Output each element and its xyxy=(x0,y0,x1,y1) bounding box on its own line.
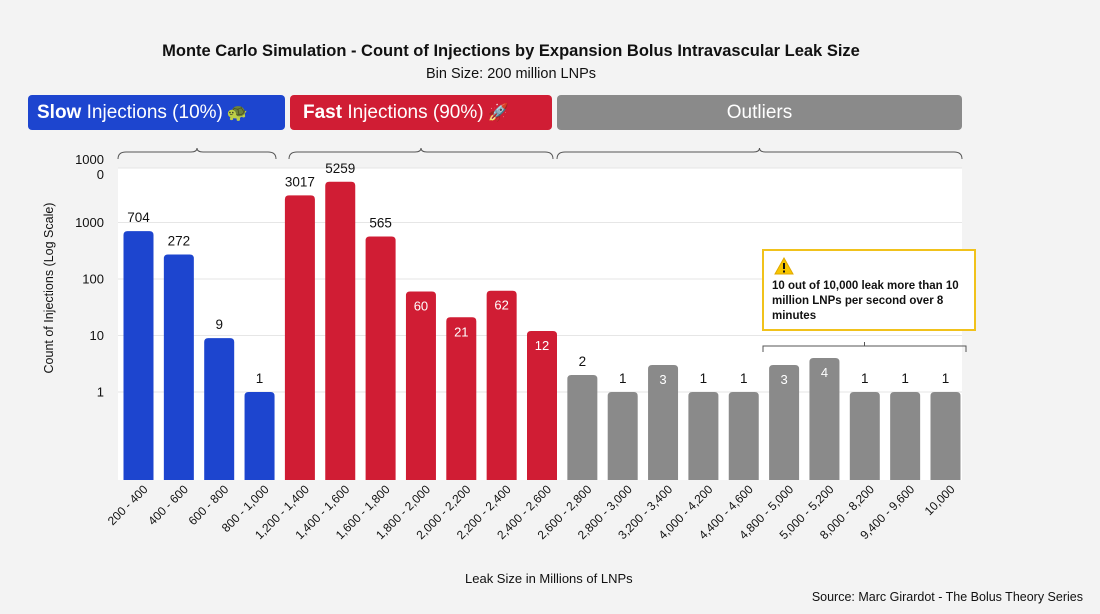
bar xyxy=(567,374,598,480)
bar xyxy=(204,338,235,480)
bar-value-label: 1 xyxy=(256,371,264,386)
bar-value-label: 5259 xyxy=(325,161,355,176)
bar-value-label: 1 xyxy=(861,371,869,386)
bar-value-label: 9 xyxy=(215,317,223,332)
source-note: Source: Marc Girardot - The Bolus Theory… xyxy=(811,590,1083,604)
turtle-icon: 🐢 xyxy=(226,103,249,122)
callout-bracket xyxy=(762,342,967,352)
legend-fast-strong: Fast xyxy=(303,102,343,123)
bar-value-label: 1 xyxy=(700,371,708,386)
bar xyxy=(244,392,275,480)
chart-subtitle: Bin Size: 200 million LNPs xyxy=(425,66,597,82)
bar xyxy=(405,291,436,480)
bar xyxy=(890,392,921,480)
bar-value-label: 565 xyxy=(369,216,392,231)
bar xyxy=(688,392,719,480)
y-tick-label-top: 0 xyxy=(97,167,104,182)
bar-value-label: 4 xyxy=(821,365,828,380)
bar-value-label: 1 xyxy=(901,371,909,386)
bar xyxy=(284,195,315,480)
bar-value-label: 3 xyxy=(659,372,666,387)
y-tick-label-top: 1000 xyxy=(75,152,104,167)
legend-slow-text: Injections (10%) xyxy=(81,102,223,123)
bar-value-label: 1 xyxy=(619,371,627,386)
bar-value-label: 3 xyxy=(780,372,787,387)
legend-outliers-text: Outliers xyxy=(726,102,793,123)
bar xyxy=(728,392,759,480)
bar-value-label: 62 xyxy=(494,298,508,313)
rocket-icon: 🚀 xyxy=(487,103,509,122)
legend-slow-strong: Slow xyxy=(37,102,82,123)
bar-value-label: 2 xyxy=(579,354,587,369)
bar-value-label: 272 xyxy=(168,233,191,248)
bar xyxy=(486,290,517,480)
bar xyxy=(325,181,356,480)
x-tick-label: 200 - 400 xyxy=(105,482,151,528)
legend-slow-injections: Slow Injections (10%) 🐢 xyxy=(28,95,285,130)
bar xyxy=(648,365,679,480)
group-brace-fast xyxy=(288,147,554,160)
legend-outliers: Outliers xyxy=(557,95,962,130)
y-tick-label: 1 xyxy=(97,385,104,400)
bar xyxy=(809,357,840,480)
y-tick-label: 10 xyxy=(90,328,104,343)
bar xyxy=(769,365,800,480)
x-axis-label: Leak Size in Millions of LNPs xyxy=(465,571,633,586)
bar xyxy=(930,392,961,480)
warning-icon xyxy=(774,257,794,275)
bar xyxy=(163,254,194,480)
bar-value-label: 704 xyxy=(127,210,150,225)
y-tick-label: 1000 xyxy=(75,215,104,230)
group-brace-outlier xyxy=(556,147,963,160)
bar xyxy=(849,392,880,480)
x-tick-label: 400 - 600 xyxy=(145,482,191,528)
bar xyxy=(446,317,477,480)
bar xyxy=(607,392,638,480)
bar-value-label: 3017 xyxy=(285,174,315,189)
bar-value-label: 60 xyxy=(414,299,428,314)
legend-fast-injections: Fast Injections (90%) 🚀 xyxy=(290,95,552,130)
bar xyxy=(527,331,557,480)
legend-fast-text: Injections (90%) xyxy=(342,102,484,123)
chart-title: Monte Carlo Simulation - Count of Inject… xyxy=(162,42,860,60)
bar-value-label: 21 xyxy=(454,324,468,339)
y-axis-label: Count of Injections (Log Scale) xyxy=(42,202,56,374)
x-tick-label: 10,000 xyxy=(922,482,958,518)
bar-value-label: 1 xyxy=(740,371,748,386)
group-brace-slow xyxy=(117,147,277,160)
bar xyxy=(123,231,154,480)
bar-value-label: 12 xyxy=(535,338,549,353)
bar-value-label: 1 xyxy=(942,371,950,386)
bar xyxy=(365,236,396,480)
annotation-callout: 10 out of 10,000 leak more than 10 milli… xyxy=(762,249,976,331)
y-tick-label: 100 xyxy=(82,272,104,287)
annotation-text: 10 out of 10,000 leak more than 10 milli… xyxy=(772,280,959,322)
